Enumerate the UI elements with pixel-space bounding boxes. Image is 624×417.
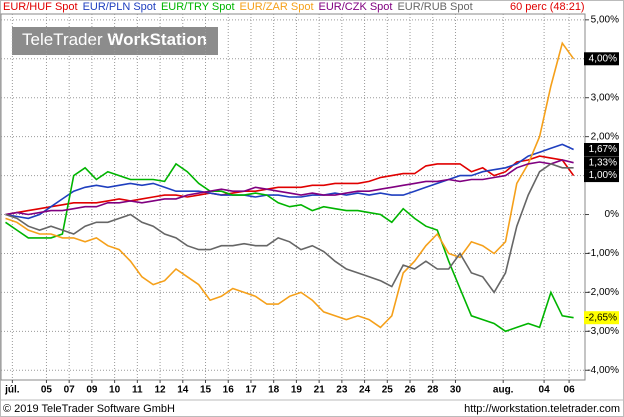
y-tick-label: -3,00% <box>587 326 619 337</box>
last-value-label: -2,65% <box>585 312 617 323</box>
legend-entry: EUR/PLN Spot <box>83 1 156 13</box>
x-tick-label: 05 <box>41 385 53 396</box>
x-tick-label: 19 <box>291 385 303 396</box>
x-tick-label: 07 <box>64 385 76 396</box>
series-line <box>5 159 574 216</box>
x-tick-label: 14 <box>177 385 189 396</box>
y-tick-label: 3,00% <box>591 92 619 103</box>
x-tick-label: júl. <box>4 385 20 396</box>
y-tick-label: -1,00% <box>587 248 619 259</box>
last-value-label: 4,00% <box>589 53 617 64</box>
x-tick-label: 30 <box>450 385 462 396</box>
x-tick-label: 18 <box>268 385 280 396</box>
x-tick-label: 11 <box>132 385 143 396</box>
logo-product: WorkStation <box>107 30 207 49</box>
plot-border <box>0 13 586 381</box>
last-value-box <box>584 142 619 156</box>
x-tick-label: 25 <box>382 385 394 396</box>
x-tick-label: 24 <box>359 385 371 396</box>
last-value-label: 1,67% <box>589 144 617 155</box>
y-tick-label: -4,00% <box>587 365 619 376</box>
x-tick-label: 04 <box>539 385 551 396</box>
y-tick-label: 2,00% <box>591 131 619 142</box>
last-value-label: 1,33% <box>589 157 617 168</box>
legend-entry: EUR/TRY Spot <box>161 1 235 13</box>
x-tick-label: 15 <box>200 385 212 396</box>
y-tick-label: 5,00% <box>591 14 619 25</box>
y-tick-label: 0% <box>605 209 620 220</box>
x-tick-label: 09 <box>86 385 98 396</box>
x-tick-label: 16 <box>223 385 235 396</box>
logo: TeleTrader WorkStation <box>22 30 207 49</box>
x-tick-label: 12 <box>155 385 167 396</box>
series-line <box>5 143 574 220</box>
series-line <box>5 162 574 333</box>
interval: 60 perc (48:21) <box>510 1 585 13</box>
footer-right: http://workstation.teletrader.com <box>464 403 620 415</box>
x-tick-label: 23 <box>336 385 348 396</box>
y-tick-label: -2,00% <box>587 287 619 298</box>
footer-left: © 2019 TeleTrader Software GmbH <box>3 403 175 415</box>
x-tick-label: 26 <box>404 385 416 396</box>
series-line <box>5 155 575 216</box>
series-line <box>5 163 574 294</box>
x-tick-label: 06 <box>564 385 576 396</box>
logo-brand: TeleTrader <box>22 30 103 49</box>
last-value-box <box>584 311 619 325</box>
x-tick-label: 17 <box>245 385 257 396</box>
x-tick-label: 28 <box>427 385 439 396</box>
last-value-label: 1,00% <box>589 170 617 181</box>
last-value-box <box>584 52 619 66</box>
x-tick-label: 21 <box>314 385 326 396</box>
last-value-box <box>584 156 619 170</box>
series-line <box>5 41 575 329</box>
x-tick-label: 10 <box>109 385 121 396</box>
last-value-box <box>584 169 619 183</box>
x-tick-label: aug. <box>493 385 514 396</box>
legend-entry: EUR/ZAR Spot <box>240 1 314 13</box>
legend-entry: EUR/RUB Spot <box>397 1 472 13</box>
legend-entry: EUR/HUF Spot <box>3 1 78 13</box>
legend-entry: EUR/CZK Spot <box>319 1 393 13</box>
